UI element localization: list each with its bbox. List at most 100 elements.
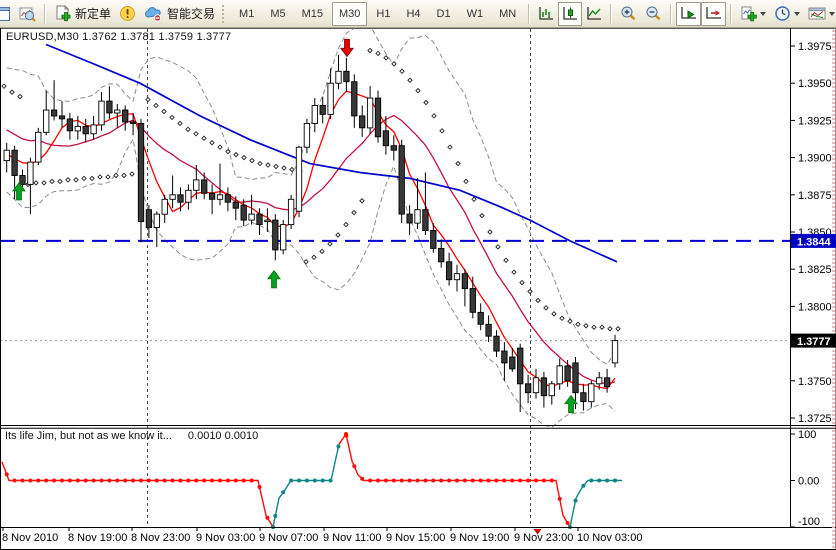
time-axis-label: 9 Nov 03:00 [196, 532, 255, 544]
bid-price-badge [791, 233, 836, 248]
price-axis-label: 1.3925 [798, 115, 832, 127]
chart-magnifier-button[interactable] [15, 2, 40, 26]
timeframe-button-m15[interactable]: M15 [301, 7, 323, 20]
bar-chart-button[interactable] [534, 2, 558, 26]
chart-symbol-ohlc-label: EURUSD,M30 1.3762 1.3781 1.3759 1.3777 [6, 31, 232, 43]
expert-advisors-cloud-icon [144, 6, 163, 22]
toolbar-separator [670, 3, 673, 24]
indicator-panel-label: Its life Jim, but not as we know it... 0.… [5, 430, 258, 442]
price-axis-label: 1.3750 [798, 376, 832, 388]
bar-chart-icon [538, 6, 554, 21]
indicator-values: 0.0010 0.0010 [187, 430, 259, 442]
timeframe-button-m5[interactable]: M5 [270, 7, 286, 20]
price-axis-label: 1.3975 [798, 41, 832, 53]
price-axis-label: 1.3875 [798, 190, 832, 202]
time-axis-label: 10 Nov 03:00 [577, 532, 642, 544]
up-arrow-marker [12, 182, 26, 201]
chart-magnifier-icon [19, 6, 36, 22]
price-axis-label: 1.3950 [798, 78, 832, 90]
timeframe-button-h4[interactable]: H4 [406, 7, 421, 20]
auto-scroll-icon [680, 6, 697, 21]
indicator-axis-label: 100 [798, 429, 816, 441]
price-axis: 1.39751.39501.39251.39001.38751.38501.38… [791, 41, 836, 425]
price-axis-label: 1.3900 [798, 153, 832, 165]
timeframe-button-m30[interactable]: M30 [332, 1, 368, 26]
band-lines [6, 24, 616, 428]
time-axis-label: 9 Nov 11:00 [323, 532, 382, 544]
time-axis-label: 9 Nov 23:00 [514, 532, 573, 544]
line-chart-button[interactable] [582, 2, 606, 26]
candlestick-chart-icon [562, 6, 578, 21]
window-preview-button[interactable] [0, 2, 15, 26]
auto-scroll-button[interactable] [676, 1, 702, 26]
zoom-in-icon [620, 5, 637, 22]
templates-icon [808, 6, 826, 21]
bid-price-badge-text: 1.3844 [797, 236, 832, 248]
dropdown-caret-icon [829, 11, 836, 16]
up-arrow-marker [267, 269, 281, 289]
time-axis-label: 9 Nov 19:00 [450, 532, 509, 544]
timeframe-button-d1[interactable]: D1 [436, 7, 451, 20]
down-arrow-marker [340, 38, 354, 58]
timeframe-button-mn[interactable]: MN [499, 7, 517, 20]
time-axis: 8 Nov 2010 8 Nov 19:00 8 Nov 23:00 9 Nov 03… [2, 527, 642, 544]
toolbar-separator [610, 3, 613, 24]
indicator-axis: 100 0.00 -100 [791, 429, 820, 528]
ea-warning-button[interactable] [115, 2, 140, 26]
timeframe-group: M1 M5 M15 M30 H1 H4 D1 W1 MN [231, 1, 524, 26]
dropdown-caret-icon [794, 11, 801, 16]
new-order-label: 新定单 [75, 7, 112, 21]
timeframe-button-w1[interactable]: W1 [466, 7, 484, 20]
dropdown-caret-icon [760, 11, 767, 16]
day-separator-lines [147, 29, 531, 527]
time-axis-label: 8 Nov 2010 [2, 532, 58, 544]
toolbar: 新定单 智能交易 M1 M5 M15 M30 H1 H4 D1 W1 MN [0, 0, 836, 28]
zoom-out-icon [645, 5, 662, 22]
indicators-button[interactable] [736, 2, 770, 26]
warning-icon [119, 5, 136, 22]
expert-advisors-button[interactable]: 智能交易 [140, 2, 219, 26]
timeframe-button-m1[interactable]: M1 [239, 7, 255, 20]
indicators-add-icon [740, 5, 758, 22]
last-price-badge-text: 1.3777 [797, 336, 831, 348]
line-chart-icon [586, 6, 602, 21]
indicator-axis-label: 0.00 [798, 476, 819, 488]
expert-advisors-label: 智能交易 [167, 7, 216, 21]
up-arrow-marker [564, 394, 578, 414]
new-order-button[interactable]: 新定单 [50, 2, 115, 26]
oscillator-line [1, 432, 622, 529]
time-axis-label: 9 Nov 07:00 [259, 532, 318, 544]
price-axis-label: 1.3800 [798, 301, 832, 313]
timeframe-button-h1[interactable]: H1 [376, 7, 391, 20]
clock-icon [774, 5, 791, 22]
time-axis-label: 9 Nov 15:00 [386, 532, 445, 544]
window-preview-icon [0, 6, 11, 22]
periods-button[interactable] [770, 2, 804, 26]
zoom-in-button[interactable] [616, 2, 641, 26]
ma-slow-red [6, 114, 616, 385]
candlestick-chart-button[interactable] [558, 1, 583, 26]
new-order-icon [54, 5, 71, 22]
price-axis-label: 1.3725 [798, 413, 832, 425]
indicator-name: Its life Jim, but not as we know it... [5, 430, 172, 442]
signal-arrows [12, 38, 578, 414]
ma-fast-red [6, 90, 616, 390]
chart-shift-marker[interactable] [533, 529, 542, 535]
zoom-out-button[interactable] [641, 2, 666, 26]
price-axis-label: 1.3825 [798, 264, 832, 276]
candlesticks [3, 54, 619, 412]
sar-dots [1, 47, 621, 332]
toolbar-separator [44, 3, 46, 24]
time-axis-label: 8 Nov 23:00 [131, 532, 190, 544]
last-price-badge [791, 333, 836, 348]
toolbar-separator [528, 3, 531, 24]
toolbar-drag-handle[interactable] [222, 4, 227, 23]
templates-button[interactable] [804, 2, 836, 26]
toolbar-separator [730, 3, 733, 24]
chart-shift-button[interactable] [701, 1, 727, 26]
time-axis-label: 8 Nov 19:00 [68, 532, 127, 544]
indicator-axis-label: -100 [798, 516, 820, 528]
ma-blue [45, 43, 618, 263]
